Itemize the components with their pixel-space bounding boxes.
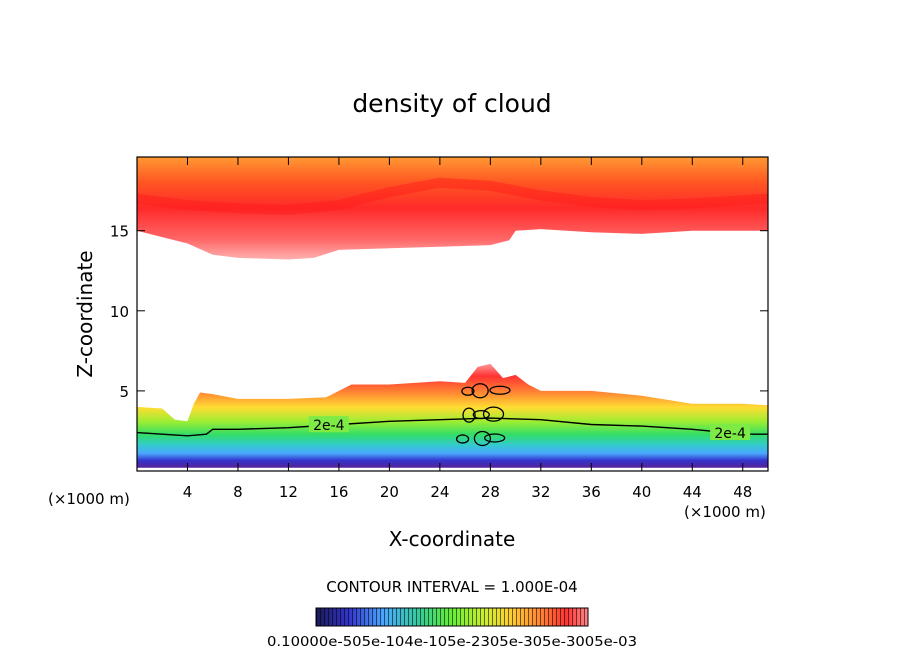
x-tick-label: 12 xyxy=(279,483,298,501)
x-tick-label: 24 xyxy=(430,483,449,501)
x-tick-label: 48 xyxy=(733,483,752,501)
contour-label: 2e-4 xyxy=(714,426,746,442)
y-axis-label: Z-coordinate xyxy=(73,250,97,377)
convective-cell-contour xyxy=(473,430,492,447)
x-tick-label: 16 xyxy=(329,483,348,501)
x-tick-label: 32 xyxy=(531,483,550,501)
y-tick-label: 15 xyxy=(110,223,129,241)
y-tick-label: 5 xyxy=(119,383,129,401)
convective-cell-contour xyxy=(472,409,490,420)
upper-cloud-layer xyxy=(137,157,768,260)
x-tick-label: 28 xyxy=(481,483,500,501)
convective-cell-contours xyxy=(455,383,511,447)
convective-cell-contour xyxy=(484,433,506,443)
upper-cloud-core xyxy=(137,177,768,215)
convective-cell-contour xyxy=(461,386,475,396)
contour-label-bg xyxy=(710,423,751,440)
convective-cell-contour xyxy=(471,383,489,399)
contour-line-2e-4 xyxy=(137,417,768,437)
x-tick-label: 4 xyxy=(183,483,193,501)
colorbar xyxy=(315,607,589,627)
x-tick-label: 40 xyxy=(632,483,651,501)
convective-cell-contour xyxy=(455,434,470,444)
plot-frame xyxy=(136,156,769,472)
convective-cell-contour xyxy=(462,407,476,423)
x-tick-label: 20 xyxy=(380,483,399,501)
contour-label: 2e-4 xyxy=(313,418,345,434)
x-tick-label: 8 xyxy=(233,483,243,501)
x-unit-right: (×1000 m) xyxy=(684,503,766,521)
y-axis-ticks: 5 10 15 xyxy=(110,223,768,401)
x-tick-label: 44 xyxy=(683,483,702,501)
contour-label-bg xyxy=(308,416,349,433)
x-axis-ticks: 4 8 12 16 20 24 28 32 36 40 44 48 xyxy=(183,157,752,501)
x-tick-label: 36 xyxy=(582,483,601,501)
lower-cloud-layer xyxy=(137,363,768,468)
colorbar-label: 0.10000e-505e-104e-105e-2305e-305e-3005e… xyxy=(267,635,637,650)
x-axis-label: X-coordinate xyxy=(389,527,516,551)
convective-cell-contour xyxy=(489,385,511,395)
contour-interval-label: CONTOUR INTERVAL = 1.000E-04 xyxy=(326,578,577,596)
y-tick-label: 10 xyxy=(110,303,129,321)
plot-area xyxy=(137,157,768,471)
chart-title: density of cloud xyxy=(352,89,551,118)
x-unit-left: (×1000 m) xyxy=(48,490,130,508)
convective-cell-contour xyxy=(482,406,505,422)
